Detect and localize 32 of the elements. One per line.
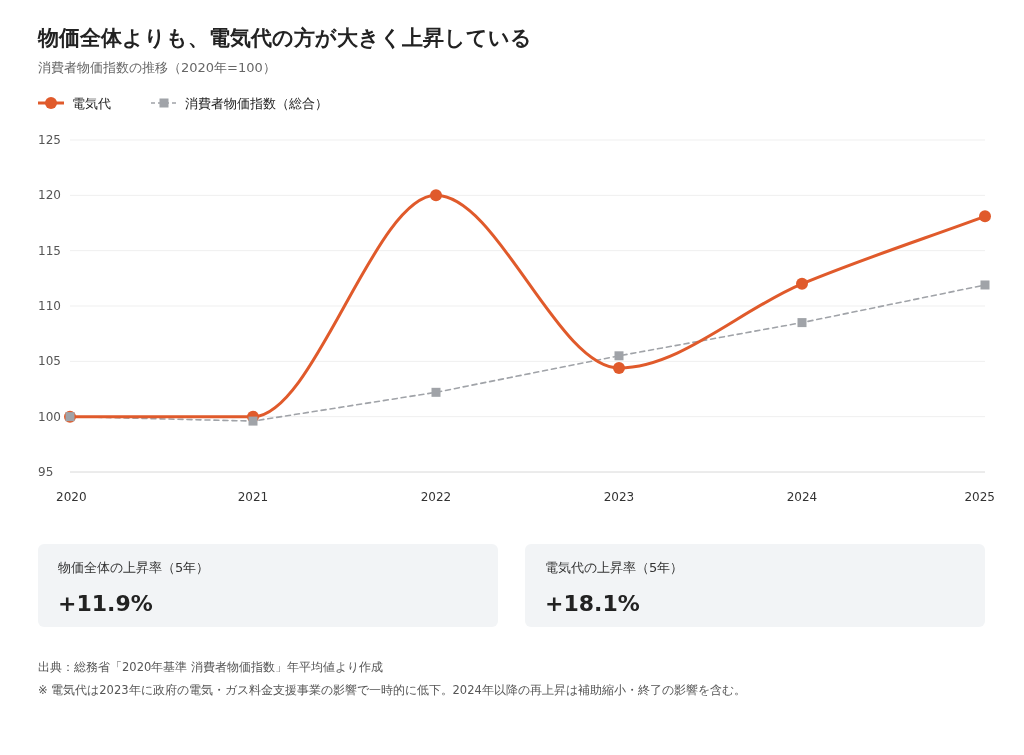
text: 電気代の上昇率（5年） [545, 560, 684, 575]
chart-subtitle: 消費者物価指数の推移（2020年=100） [38, 60, 276, 75]
y-tick-label: 115 [38, 243, 61, 258]
y-tick-label: 105 [38, 354, 61, 369]
x-tick-label: 2022 [420, 490, 452, 504]
text: ※ 電気代は2023年に政府の電気・ガス料金支援事業の影響で一時的に低下。2024年以降の再上昇は補助縮小・終了の影響を含む。 [38, 683, 746, 697]
legend-label: 電気代 [72, 96, 111, 111]
legend-label: 消費者物価指数（総合） [185, 96, 328, 111]
text: 物価全体の上昇率（5年） [58, 560, 210, 575]
y-tick-label: 120 [38, 188, 61, 203]
x-tick-label: 2023 [603, 490, 635, 504]
y-tick-label: 95 [38, 465, 54, 479]
point [796, 277, 808, 290]
x-tick-label: 2021 [237, 490, 269, 504]
point [797, 318, 807, 328]
x-tick-label: 2024 [786, 490, 818, 504]
point [980, 280, 990, 290]
text: +18.1% [545, 591, 640, 616]
x-tick-label: 2025 [964, 490, 995, 504]
point [430, 189, 442, 202]
x-tick-label: 2020 [56, 490, 87, 504]
y-tick-label: 110 [38, 299, 61, 313]
y-tick-label: 125 [38, 133, 61, 147]
point [248, 416, 258, 426]
text: +11.9% [58, 591, 153, 616]
y-tick-label: 100 [38, 409, 61, 424]
point [614, 351, 624, 361]
chart-title: 物価全体よりも、電気代の方が大きく上昇している [37, 26, 532, 50]
source-note: 出典：総務省「2020年基準 消費者物価指数」年平均値より作成 [38, 660, 383, 674]
point [431, 387, 441, 397]
point [613, 361, 625, 374]
point [979, 210, 991, 223]
